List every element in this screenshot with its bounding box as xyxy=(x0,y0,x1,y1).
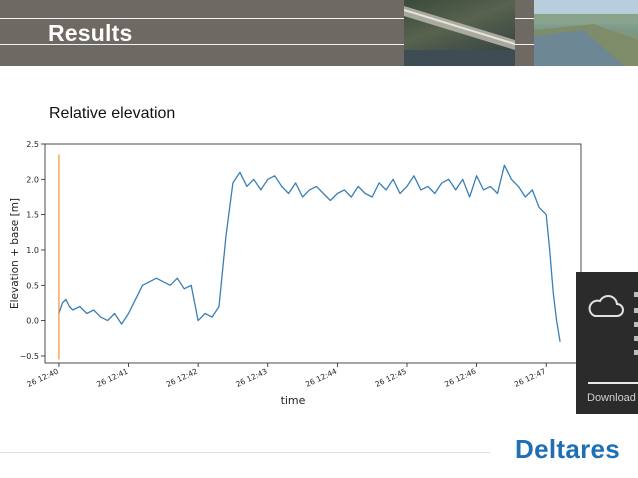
y-tick-label: 2.0 xyxy=(26,175,39,184)
x-tick-label: 26 12:44 xyxy=(304,367,338,389)
cloud-icon xyxy=(588,295,624,317)
download-progress-bar xyxy=(588,382,638,384)
toast-text-fragment xyxy=(634,292,638,297)
x-tick-label: 26 12:45 xyxy=(374,367,408,389)
toast-text-fragment xyxy=(634,336,638,341)
x-tick-label: 26 12:42 xyxy=(165,367,199,389)
y-tick-label: 1.5 xyxy=(26,211,39,220)
download-label: Download xyxy=(587,392,636,404)
x-tick-label: 26 12:41 xyxy=(95,367,129,389)
deltares-logo: Deltares xyxy=(515,434,621,464)
river-photo-graphic xyxy=(534,0,638,66)
bridge-photo-graphic xyxy=(404,6,515,66)
elevation-series-line xyxy=(58,164,561,342)
x-tick-label: 26 12:40 xyxy=(26,367,60,389)
y-tick-label: 0.5 xyxy=(26,281,39,290)
header-rule-bottom xyxy=(0,44,638,45)
header-rule-top xyxy=(0,18,638,19)
river-photo xyxy=(534,0,638,66)
y-tick-label: 1.0 xyxy=(26,246,39,255)
download-notification[interactable]: Download xyxy=(576,272,638,414)
footer-rule xyxy=(0,452,490,453)
slide-header: Results xyxy=(0,0,638,66)
plot-frame xyxy=(44,143,582,364)
slide-title: Results xyxy=(48,20,133,46)
y-axis-label: Elevation + base [m] xyxy=(9,198,21,309)
y-tick-label: −0.5 xyxy=(20,352,39,361)
bridge-photo xyxy=(404,0,515,66)
slide-subtitle: Relative elevation xyxy=(49,105,176,122)
toast-text-fragment xyxy=(634,308,638,313)
y-tick-label: 0.0 xyxy=(26,317,39,326)
x-axis-label: time xyxy=(281,394,306,407)
x-tick-label: 26 12:46 xyxy=(443,367,477,389)
x-tick-label: 26 12:47 xyxy=(513,367,547,389)
elevation-chart: −0.5 0.0 0.5 1.0 1.5 2.0 2.5 26 12:40 26 12:41 26… xyxy=(9,140,582,407)
toast-text-fragment xyxy=(634,322,638,327)
y-tick-label: 2.5 xyxy=(26,140,39,149)
x-tick-label: 26 12:43 xyxy=(234,367,268,389)
toast-text-fragment xyxy=(634,350,638,355)
